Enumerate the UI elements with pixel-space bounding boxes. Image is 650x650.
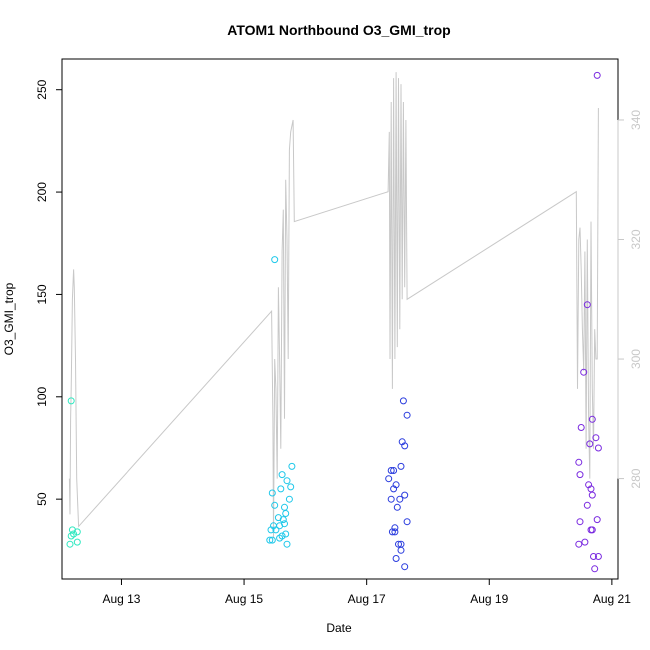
x-tick-label: Aug 21	[593, 592, 631, 606]
data-point	[73, 528, 81, 536]
data-point	[388, 528, 396, 536]
data-point	[593, 516, 601, 524]
data-point	[401, 563, 409, 571]
y-axis-left: 50 100 150 200 250	[35, 79, 62, 506]
y-tick-label: 200	[35, 182, 49, 202]
data-point	[285, 495, 293, 503]
data-point	[272, 526, 280, 534]
data-point	[278, 471, 286, 479]
data-point	[271, 501, 279, 509]
y-tick-label: 50	[35, 492, 49, 506]
y2-tick-label: 340	[629, 110, 643, 130]
data-point	[390, 485, 398, 493]
data-point	[277, 485, 285, 493]
data-point	[271, 256, 279, 264]
data-point	[588, 415, 596, 423]
data-point	[590, 553, 597, 560]
data-point	[588, 491, 596, 499]
y-tick-label: 100	[35, 386, 49, 406]
data-point	[268, 489, 276, 497]
data-point	[283, 540, 291, 548]
x-tick-label: Aug 13	[102, 592, 140, 606]
x-tick-label: Aug 15	[225, 592, 263, 606]
data-point	[403, 411, 411, 419]
data-point	[395, 540, 402, 548]
data-point	[576, 471, 584, 479]
data-point	[278, 532, 286, 540]
data-point	[73, 538, 81, 546]
data-point	[401, 442, 409, 450]
y-tick-label: 150	[35, 284, 49, 304]
data-point	[594, 444, 602, 452]
data-point	[281, 503, 288, 511]
x-axis-label: Date	[326, 621, 352, 635]
data-point	[588, 526, 596, 534]
data-point	[401, 491, 409, 499]
data-point	[393, 503, 401, 511]
data-point	[282, 510, 290, 517]
data-point	[575, 458, 583, 466]
data-point	[66, 540, 74, 548]
data-point	[583, 301, 591, 309]
data-point	[577, 424, 585, 431]
data-point	[390, 467, 398, 474]
series-line	[68, 72, 599, 539]
data-point	[283, 477, 291, 485]
data-point	[385, 475, 393, 483]
data-point	[397, 546, 405, 554]
data-point	[399, 397, 407, 405]
data-point	[274, 514, 282, 522]
line-series-layer	[68, 72, 599, 539]
chart-title: ATOM1 Northbound O3_GMI_trop	[227, 22, 450, 38]
data-point	[282, 530, 290, 538]
data-point	[266, 536, 274, 544]
data-point	[67, 397, 75, 405]
data-point	[392, 555, 400, 562]
data-point	[387, 495, 395, 503]
data-point	[583, 501, 591, 509]
y-tick-label: 250	[35, 79, 49, 99]
data-point	[70, 530, 78, 538]
data-point	[591, 565, 599, 573]
data-point	[397, 462, 405, 470]
data-point	[403, 518, 411, 526]
data-point	[268, 536, 276, 544]
data-point	[576, 518, 584, 526]
y2-tick-label: 280	[629, 468, 643, 488]
data-point	[391, 528, 399, 536]
y-axis-right: 280 300 320 340	[617, 110, 643, 489]
data-point	[594, 553, 602, 560]
data-point	[581, 538, 589, 546]
data-point	[575, 540, 583, 548]
x-tick-label: Aug 17	[348, 592, 386, 606]
scatter-points-layer	[66, 71, 602, 573]
x-axis: Aug 13 Aug 15 Aug 17 Aug 19 Aug 21	[102, 579, 631, 606]
data-point	[586, 440, 594, 448]
y2-tick-label: 320	[629, 229, 643, 249]
plot-frame	[61, 58, 619, 580]
x-tick-label: Aug 19	[470, 592, 508, 606]
data-point	[592, 434, 600, 442]
data-point	[387, 467, 395, 474]
data-point	[287, 483, 295, 491]
data-point	[281, 520, 288, 528]
data-point	[580, 368, 588, 376]
data-point	[396, 495, 404, 503]
y2-tick-label: 300	[629, 349, 643, 369]
y-axis-label: O3_GMI_trop	[2, 282, 16, 355]
data-point	[288, 462, 296, 470]
data-point	[593, 71, 601, 79]
